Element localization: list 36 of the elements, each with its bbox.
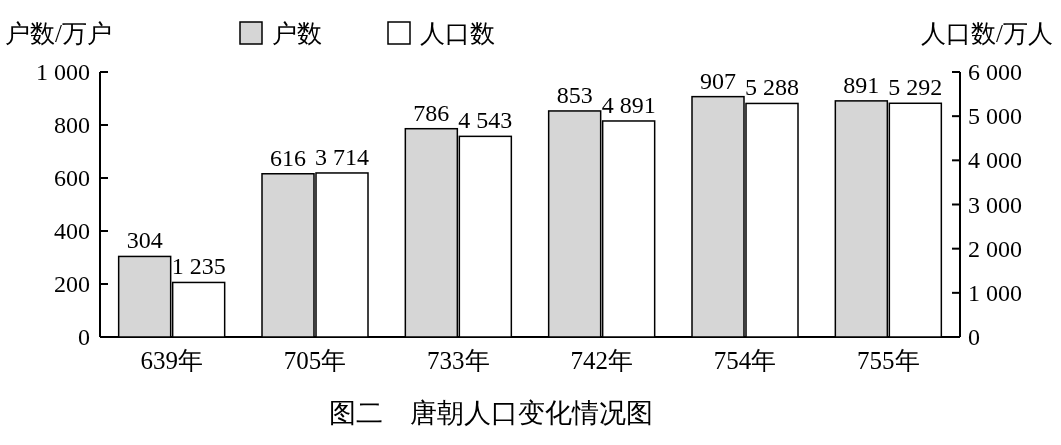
y-axis-title: 户数/万户 (5, 20, 112, 47)
x-tick-label: 755年 (857, 347, 920, 374)
x-tick-label: 639年 (140, 347, 203, 374)
data-label: 1 235 (171, 253, 226, 280)
y-tick-label: 1 000 (36, 59, 90, 85)
y2-tick-label: 4 000 (968, 147, 1022, 174)
data-label: 304 (126, 227, 163, 254)
y-tick-label: 600 (54, 165, 90, 191)
data-label: 786 (413, 99, 450, 126)
legend-label: 人口数 (420, 20, 495, 47)
y-tick-label: 400 (54, 218, 90, 244)
y2-tick-label: 6 000 (968, 59, 1022, 85)
y2-tick-label: 0 (968, 324, 980, 350)
data-label: 616 (270, 144, 306, 171)
text: 图二 唐朝人口变化情况图 (328, 398, 653, 428)
x-tick-label: 742年 (570, 347, 633, 374)
data-label: 5 292 (888, 74, 943, 101)
y2-tick-label: 3 000 (968, 191, 1022, 218)
y-tick-label: 800 (54, 112, 90, 138)
legend-label: 户数 (272, 20, 322, 47)
y-tick-label: 200 (54, 271, 90, 297)
data-label: 853 (556, 81, 593, 108)
data-label: 4 891 (601, 91, 656, 118)
data-label: 5 288 (745, 74, 799, 101)
data-label: 891 (843, 71, 880, 98)
data-label: 3 714 (315, 143, 369, 170)
x-tick-label: 754年 (713, 347, 777, 374)
y2-axis-title: 人口数/万人 (921, 20, 1053, 47)
data-label: 907 (700, 67, 736, 94)
x-tick-label: 705年 (283, 347, 347, 374)
y-tick-label: 0 (78, 324, 90, 350)
y2-tick-label: 5 000 (968, 103, 1022, 130)
y2-tick-label: 2 000 (968, 235, 1022, 262)
x-tick-label: 733年 (427, 347, 490, 374)
y2-tick-label: 1 000 (968, 279, 1022, 306)
data-label: 4 543 (458, 107, 513, 134)
